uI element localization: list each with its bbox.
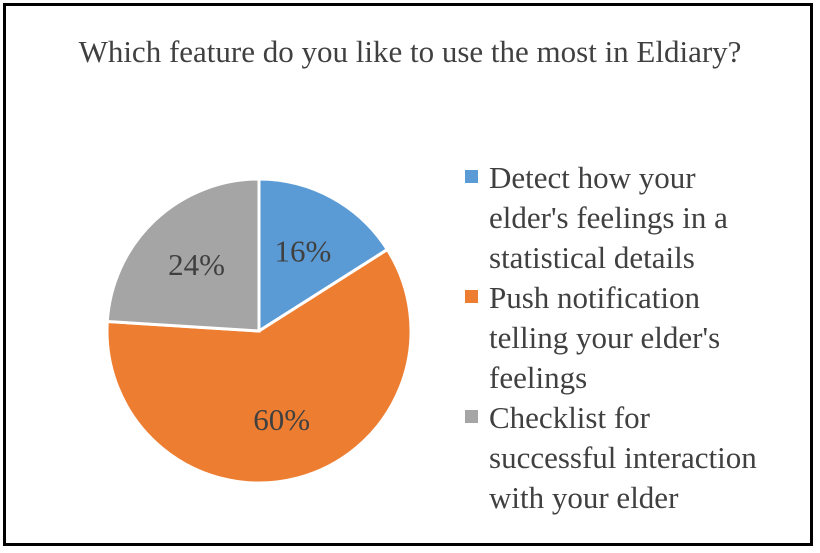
pie-slice-push (105, 247, 413, 485)
legend-label-push: Push notification telling your elder's f… (489, 280, 721, 395)
legend-label-checklist: Checklist for successful interaction wit… (489, 400, 757, 515)
data-label-detect: 16% (275, 234, 332, 269)
legend-swatch-checklist (465, 410, 478, 423)
legend-item-detect: Detect how your elder's feelings in a st… (465, 158, 805, 278)
legend-item-checklist: Checklist for successful interaction wit… (465, 398, 805, 518)
legend-label-detect: Detect how your elder's feelings in a st… (489, 160, 728, 275)
legend-swatch-detect (465, 170, 478, 183)
pie-slice-detect (257, 177, 390, 334)
chart-legend: Detect how your elder's feelings in a st… (465, 158, 805, 518)
chart-title: Which feature do you like to use the mos… (78, 34, 742, 69)
data-label-push: 60% (253, 402, 310, 437)
data-label-checklist: 24% (168, 247, 225, 282)
legend-item-push: Push notification telling your elder's f… (465, 278, 805, 398)
legend-swatch-push (465, 290, 478, 303)
pie-slice-checklist (105, 177, 261, 333)
